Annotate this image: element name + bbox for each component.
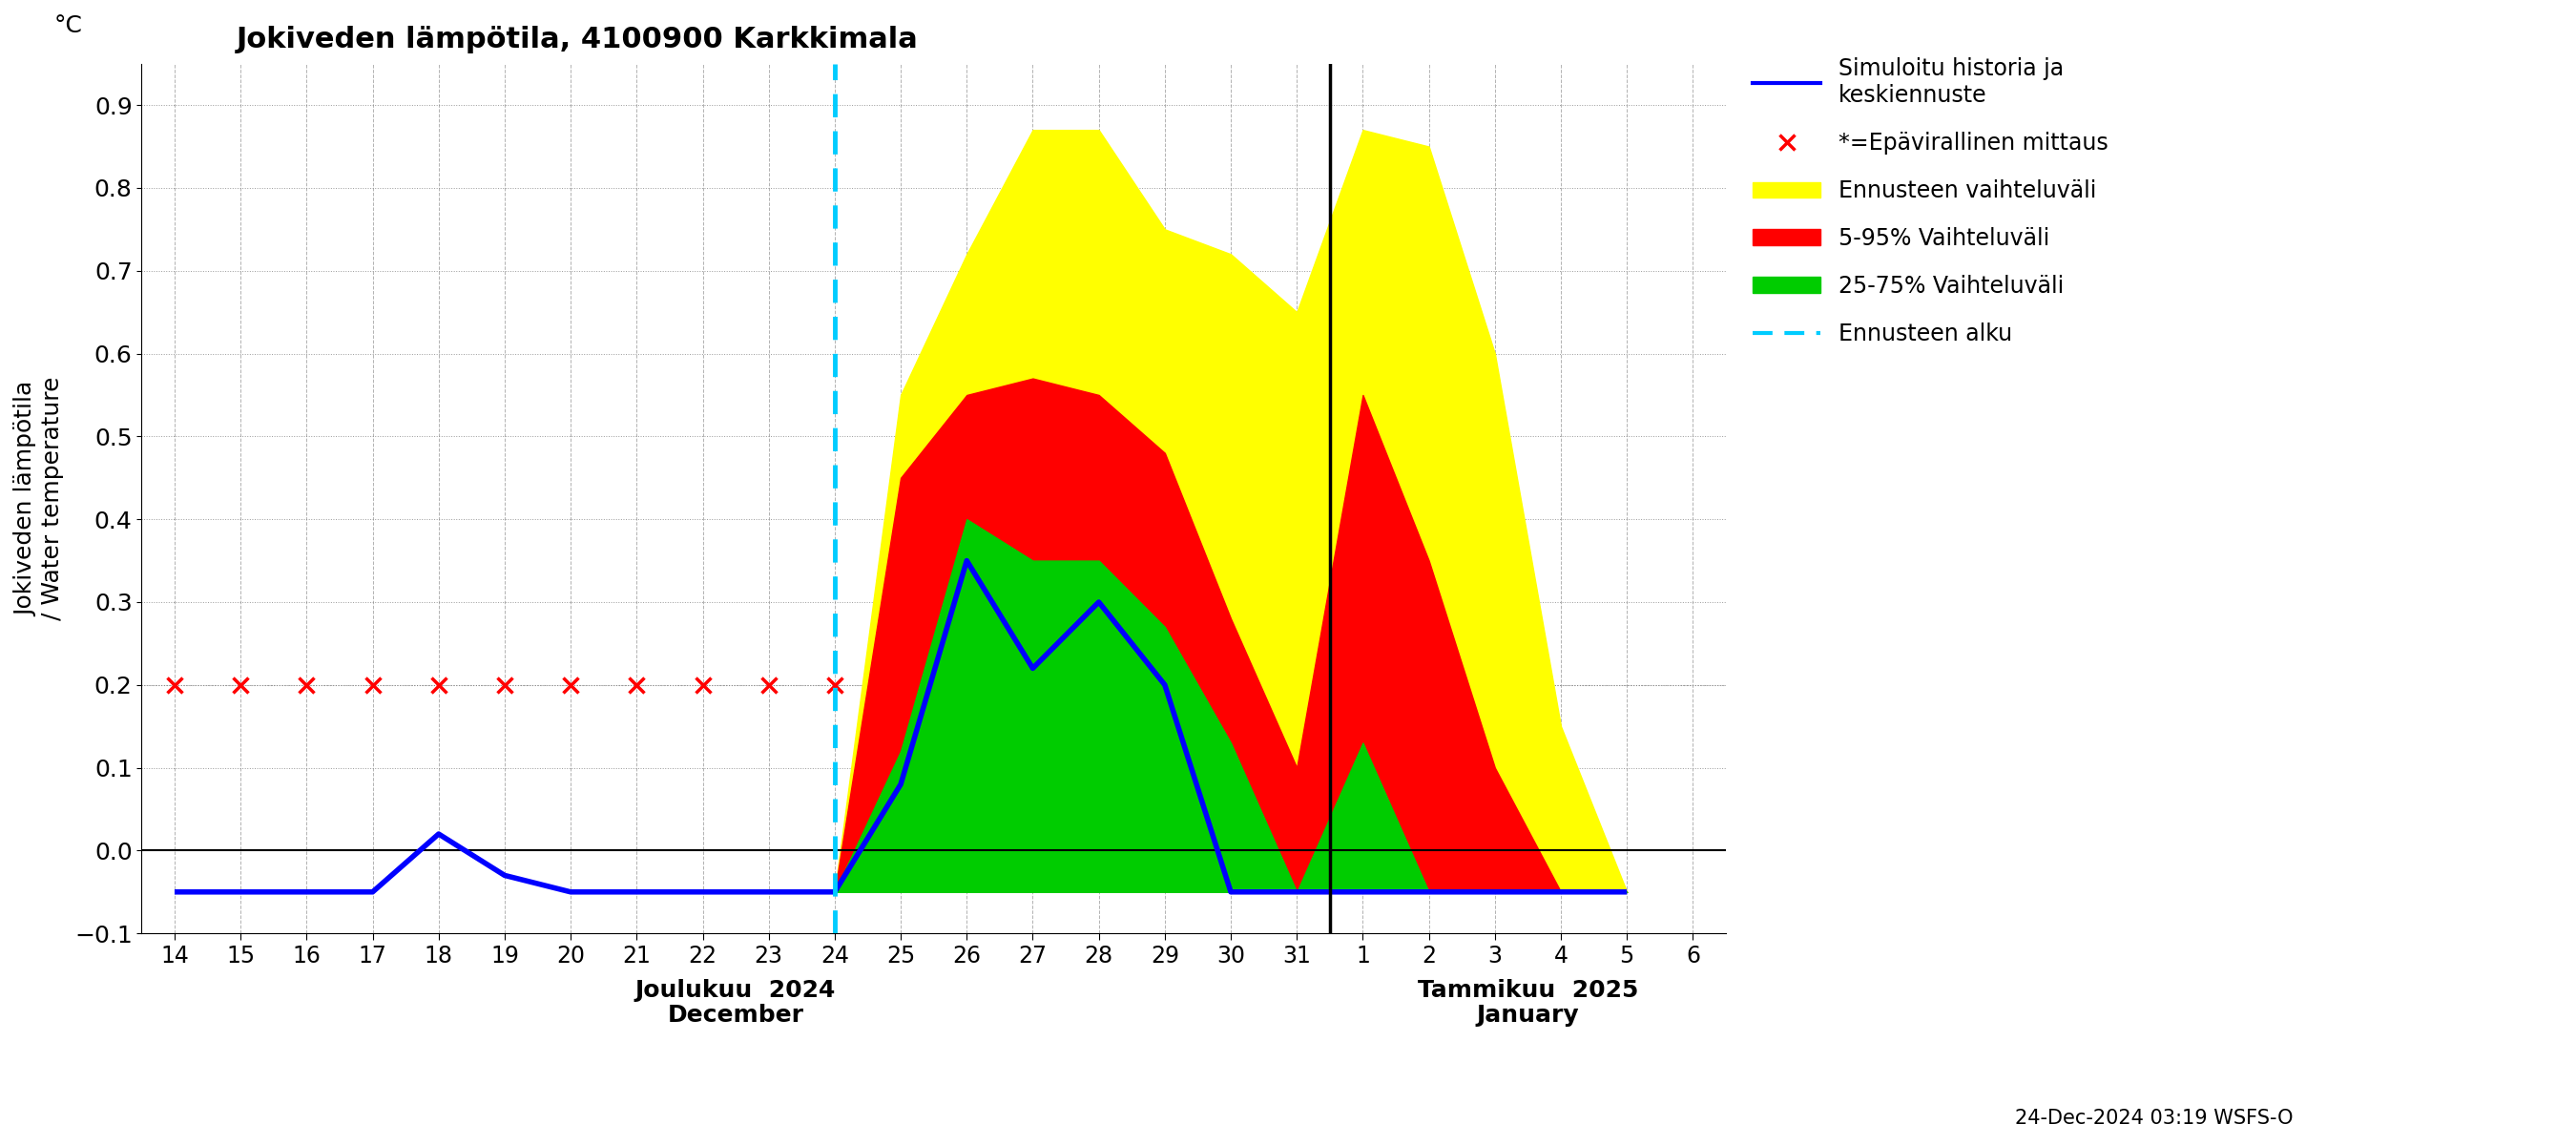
Text: Jokiveden lämpötila, 4100900 Karkkimala: Jokiveden lämpötila, 4100900 Karkkimala xyxy=(237,26,920,54)
Text: December: December xyxy=(667,1004,804,1027)
Text: °C: °C xyxy=(54,15,82,38)
Legend: Simuloitu historia ja
keskiennuste, *=Epävirallinen mittaus, Ennusteen vaihteluv: Simuloitu historia ja keskiennuste, *=Ep… xyxy=(1741,46,2120,356)
Text: January: January xyxy=(1476,1004,1579,1027)
Y-axis label: Jokiveden lämpötila
/ Water temperature: Jokiveden lämpötila / Water temperature xyxy=(15,377,64,621)
Text: 24-Dec-2024 03:19 WSFS-O: 24-Dec-2024 03:19 WSFS-O xyxy=(2014,1108,2293,1128)
Text: Tammikuu  2025: Tammikuu 2025 xyxy=(1417,979,1638,1002)
Text: Joulukuu  2024: Joulukuu 2024 xyxy=(636,979,837,1002)
